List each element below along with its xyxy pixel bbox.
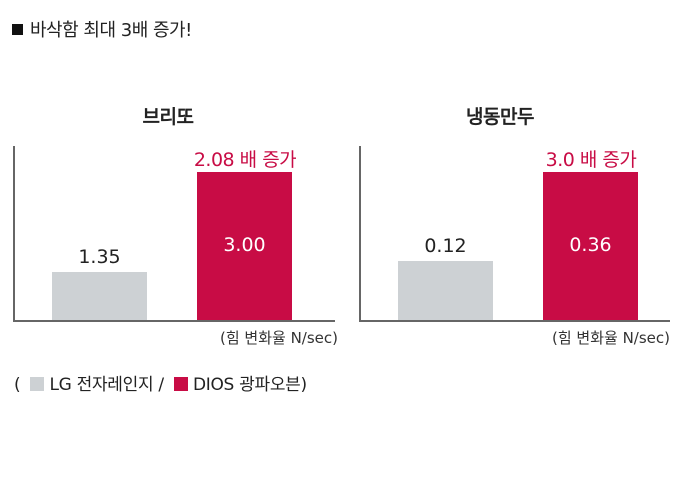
x-axis [13,320,335,322]
bar-dios [197,172,292,320]
bar-dios [543,172,638,320]
legend-swatch-lg-icon [30,377,45,391]
chart-title: 냉동만두 [466,106,534,128]
legend: ( LG 전자레인지 / DIOS 광파오븐) [14,370,307,395]
bar-lg [398,261,493,320]
bar-lg [52,272,147,320]
legend-swatch-dios-icon [173,377,188,391]
legend-item-dios: DIOS 광파오븐 [192,375,301,395]
increase-label: 3.0 배 증가 [545,149,637,171]
x-axis [359,320,670,322]
headline: 바삭함 최대 3배 증가! [12,16,192,42]
legend-open-paren: ( [14,375,21,395]
y-axis [13,146,15,322]
unit-label: (힘 변화율 N/sec) [551,329,670,347]
bar-value-label: 0.12 [424,235,467,257]
headline-text: 바삭함 최대 3배 증가! [30,20,192,41]
increase-label: 2.08 배 증가 [193,149,297,171]
bar-value-label: 3.00 [223,234,266,256]
black-square-icon [12,24,23,35]
legend-item-lg: LG 전자레인지 [49,375,154,395]
bar-value-label: 1.35 [78,246,121,268]
bar-value-label: 0.36 [569,234,612,256]
legend-close-paren: ) [300,375,308,395]
y-axis [359,146,361,322]
legend-separator: / [158,375,164,395]
chart-title: 브리또 [142,106,194,128]
unit-label: (힘 변화율 N/sec) [219,329,338,347]
